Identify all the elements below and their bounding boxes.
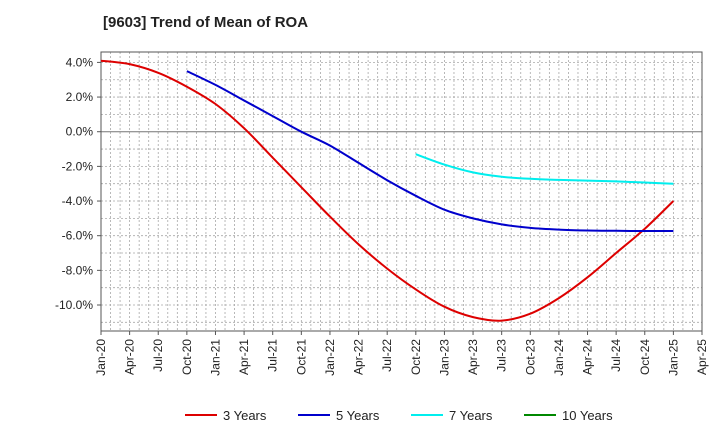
x-tick-label: Jan-25 <box>666 339 680 376</box>
legend: 3 Years 5 Years 7 Years 10 Years <box>185 408 613 423</box>
x-tick-label: Jul-24 <box>609 339 623 372</box>
x-tick-label: Jan-21 <box>208 339 222 376</box>
plot-frame <box>100 51 703 332</box>
series-layer <box>100 59 675 322</box>
legend-label-7-years: 7 Years <box>449 408 493 423</box>
x-tick-label: Oct-22 <box>409 339 423 375</box>
x-tick-label: Jan-23 <box>437 339 451 376</box>
series-line-3-years <box>100 59 675 322</box>
x-tick-label: Jul-23 <box>495 339 509 372</box>
x-tick-label: Apr-23 <box>466 339 480 375</box>
x-tick-label: Jan-22 <box>323 339 337 376</box>
x-tick-label: Apr-25 <box>695 339 709 375</box>
x-tick-label: Oct-24 <box>638 339 652 375</box>
x-tick-label: Apr-20 <box>123 339 137 375</box>
x-tick-label: Oct-20 <box>180 339 194 375</box>
x-tick-label: Oct-23 <box>523 339 537 375</box>
legend-label-3-years: 3 Years <box>223 408 267 423</box>
y-tick-label: -4.0% <box>62 194 94 208</box>
y-tick-label: -10.0% <box>55 298 93 312</box>
chart-title: [9603] Trend of Mean of ROA <box>103 14 309 31</box>
series-line-5-years <box>186 70 674 232</box>
x-tick-label: Jan-24 <box>552 339 566 376</box>
y-tick-label: 0.0% <box>66 125 94 139</box>
x-tick-label: Jul-20 <box>151 339 165 372</box>
x-tick-label: Apr-22 <box>352 339 366 375</box>
axis-layer: 4.0% 2.0% 0.0% -2.0% -4.0% -6.0% -8.0% -10.0% Ja… <box>55 51 709 376</box>
x-tick-label: Jan-20 <box>94 339 108 376</box>
x-tick-label: Jul-21 <box>266 339 280 372</box>
y-tick-label: 4.0% <box>66 55 94 69</box>
y-tick-label: 2.0% <box>66 90 94 104</box>
legend-label-5-years: 5 Years <box>336 408 380 423</box>
x-tick-label: Oct-21 <box>294 339 308 375</box>
series-line-7-years <box>415 153 674 185</box>
x-tick-label: Jul-22 <box>380 339 394 372</box>
y-tick-label: -2.0% <box>62 159 94 173</box>
grid-layer <box>100 52 703 331</box>
legend-label-10-years: 10 Years <box>562 408 613 423</box>
y-tick-label: -8.0% <box>62 263 94 277</box>
x-tick-label: Apr-21 <box>237 339 251 375</box>
y-tick-label: -6.0% <box>62 229 94 243</box>
x-tick-label: Apr-24 <box>581 339 595 375</box>
